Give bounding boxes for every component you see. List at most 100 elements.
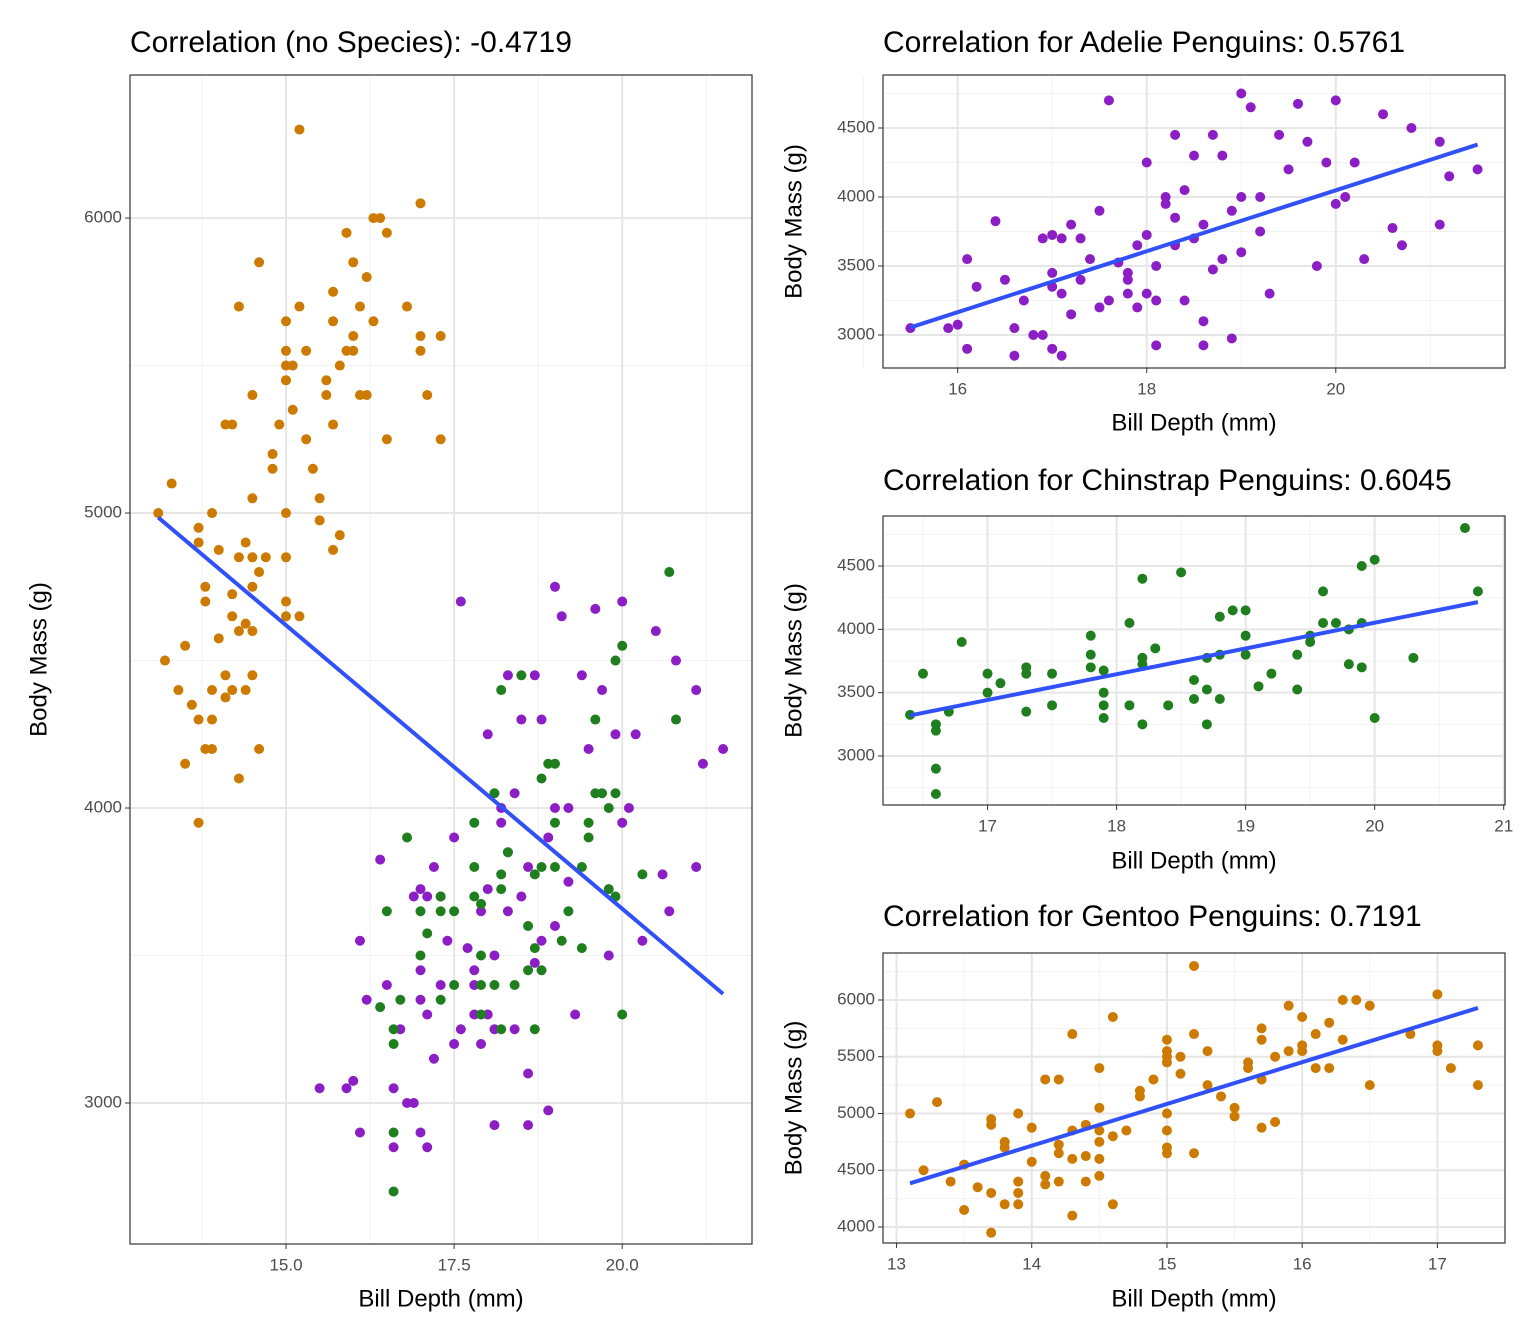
point xyxy=(435,891,446,902)
point xyxy=(999,274,1010,285)
point xyxy=(469,862,480,873)
point xyxy=(1318,586,1329,597)
point xyxy=(1137,573,1148,584)
point xyxy=(455,596,466,607)
point xyxy=(328,544,339,555)
y-axis-title: Body Mass (g) xyxy=(780,1021,807,1176)
point xyxy=(328,316,339,327)
point xyxy=(623,803,634,814)
point xyxy=(166,478,177,489)
point xyxy=(1264,288,1275,299)
point xyxy=(576,862,587,873)
point xyxy=(1318,618,1329,629)
panel-background xyxy=(883,953,1505,1243)
point xyxy=(1198,340,1209,351)
point xyxy=(918,1165,929,1176)
chart-title: Correlation for Chinstrap Penguins: 0.60… xyxy=(883,464,1452,497)
point xyxy=(388,1083,399,1094)
point xyxy=(281,611,292,622)
point xyxy=(502,847,513,858)
point xyxy=(1270,1117,1281,1128)
point xyxy=(1124,700,1135,711)
point xyxy=(294,124,305,135)
point xyxy=(476,1009,487,1020)
point xyxy=(220,670,231,681)
point xyxy=(1103,95,1114,106)
point xyxy=(281,596,292,607)
point xyxy=(281,375,292,386)
point xyxy=(281,345,292,356)
x-tick-label: 20 xyxy=(1326,379,1345,398)
point xyxy=(455,1024,466,1035)
point xyxy=(509,788,520,799)
point xyxy=(1310,1063,1321,1074)
point xyxy=(1292,98,1303,109)
point xyxy=(918,668,929,679)
point xyxy=(408,891,419,902)
point xyxy=(945,1176,956,1187)
x-axis-title: Bill Depth (mm) xyxy=(358,1285,523,1312)
point xyxy=(999,1199,1010,1210)
point xyxy=(435,434,446,445)
point xyxy=(1189,675,1199,686)
point xyxy=(469,817,480,828)
point xyxy=(982,687,993,698)
point xyxy=(1067,1029,1078,1040)
point xyxy=(529,943,540,954)
point xyxy=(193,537,204,548)
point xyxy=(193,817,204,828)
point xyxy=(697,758,708,769)
point xyxy=(1107,1131,1118,1142)
point xyxy=(671,714,682,725)
point xyxy=(1132,240,1143,251)
point xyxy=(1240,630,1251,641)
point xyxy=(1141,157,1152,168)
point xyxy=(1085,254,1096,265)
point xyxy=(523,862,534,873)
point xyxy=(932,1097,943,1108)
point xyxy=(671,655,682,666)
y-tick-label: 4500 xyxy=(837,117,875,136)
point xyxy=(281,316,292,327)
point xyxy=(1349,157,1360,168)
point xyxy=(301,345,312,356)
point xyxy=(529,670,540,681)
point xyxy=(1161,1125,1172,1136)
point xyxy=(1214,693,1225,704)
point xyxy=(1432,1046,1443,1057)
point xyxy=(995,678,1006,689)
point xyxy=(1053,1148,1064,1159)
point xyxy=(1047,668,1058,679)
y-tick-label: 4500 xyxy=(837,1160,875,1179)
point xyxy=(368,316,379,327)
point xyxy=(341,1083,352,1094)
point xyxy=(1226,205,1237,216)
point xyxy=(233,552,244,563)
point xyxy=(986,1227,997,1238)
point xyxy=(449,832,460,843)
point xyxy=(1047,229,1058,240)
point xyxy=(1343,659,1354,670)
point xyxy=(193,522,204,533)
point xyxy=(637,935,648,946)
point xyxy=(1189,150,1199,161)
point xyxy=(1359,254,1370,265)
point xyxy=(1321,157,1332,168)
point xyxy=(1311,261,1322,272)
point xyxy=(341,227,352,238)
point xyxy=(415,884,426,895)
point xyxy=(415,994,426,1005)
trend-line xyxy=(909,142,1479,330)
point xyxy=(1297,1040,1308,1051)
point xyxy=(307,463,318,474)
point xyxy=(1236,88,1247,99)
point xyxy=(422,1009,433,1020)
point xyxy=(476,950,487,961)
y-tick-label: 5000 xyxy=(84,503,122,522)
point xyxy=(354,935,365,946)
point xyxy=(529,957,540,968)
point xyxy=(549,581,560,592)
y-tick-label: 3000 xyxy=(837,324,875,343)
point xyxy=(496,869,507,880)
point xyxy=(1148,1074,1159,1085)
